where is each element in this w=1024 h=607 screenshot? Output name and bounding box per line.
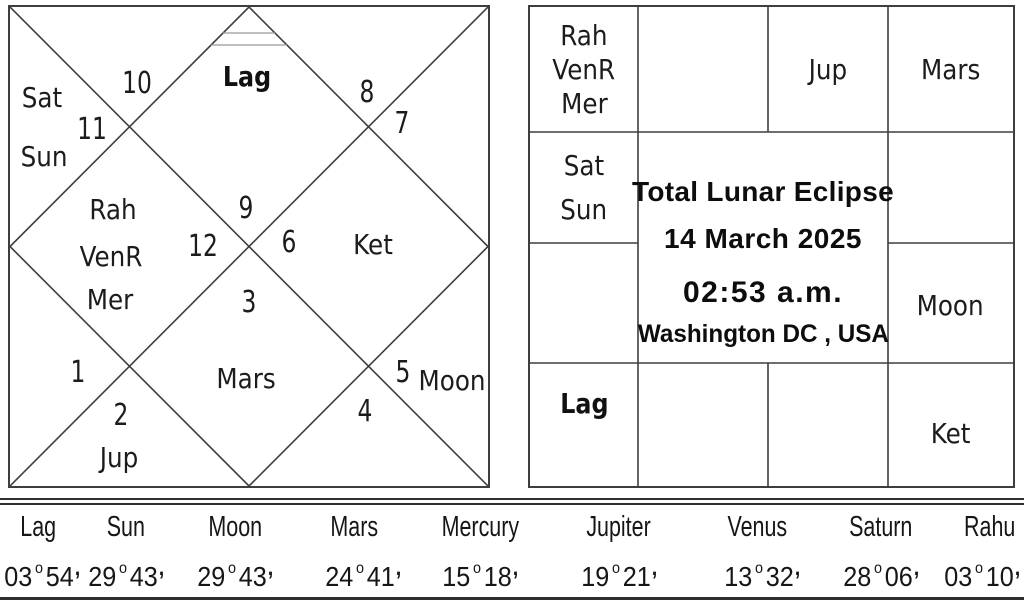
event-title: Total Lunar Eclipse	[632, 176, 894, 207]
planet-name: Jupiter	[586, 511, 652, 543]
sign-number-11: 11	[77, 112, 107, 147]
planet-name: Moon	[208, 511, 262, 543]
planet-jupiter: Jup	[808, 52, 848, 86]
degree-symbol: o	[355, 560, 364, 577]
minute-symbol: ,	[1014, 555, 1021, 580]
minute-symbol: ,	[913, 555, 919, 580]
sign-number-3: 3	[241, 285, 257, 320]
table-column-venus: Venus 13 o32,	[692, 510, 822, 592]
table-column-saturn: Saturn 28 o06,	[822, 510, 940, 592]
planet-sun: Sun	[560, 192, 608, 226]
minute-symbol: ,	[74, 555, 81, 580]
sign-number-6: 6	[281, 225, 297, 260]
minute-symbol: ,	[267, 555, 273, 580]
table-column-rahu: Rahu 03 o10,	[940, 510, 1024, 592]
planet-name: Saturn	[849, 511, 913, 543]
sign-number-10: 10	[122, 66, 152, 101]
south-indian-chart: Rah VenR Mer Jup Mars Sat Sun Moon Lag K…	[528, 5, 1015, 488]
sign-number-9: 9	[238, 191, 254, 226]
planet-name: Sun	[106, 511, 146, 543]
north-chart-lines	[10, 7, 488, 486]
event-date: 14 March 2025	[664, 223, 862, 254]
degree-symbol: o	[118, 560, 127, 577]
planet-saturn: Sat	[563, 148, 605, 182]
table-column-jupiter: Jupiter 19 o21,	[546, 510, 692, 592]
planet-longitude: 29 o43,	[76, 548, 176, 592]
minute-symbol: ,	[512, 555, 518, 580]
degree-symbol: o	[754, 560, 763, 577]
cell-jupiter: Jup	[768, 7, 888, 132]
planet-mars: Mars	[920, 52, 981, 86]
sign-number-12: 12	[188, 229, 218, 264]
table-bottom-rule	[0, 597, 1024, 600]
table-column-moon: Moon 29 o43,	[176, 510, 294, 592]
planet-longitude: 15 o18,	[414, 548, 546, 592]
cell-moon: Moon	[888, 243, 1013, 363]
planet-ketu: Ket	[353, 228, 393, 261]
planet-venus-retrograde: VenR	[79, 240, 143, 273]
degree-symbol: o	[611, 560, 620, 577]
planet-ketu: Ket	[930, 416, 971, 450]
degree-symbol: o	[227, 560, 236, 577]
planet-name: Lag	[20, 511, 56, 543]
planet-longitude: 03 o10,	[940, 548, 1024, 592]
degree-symbol: o	[472, 560, 481, 577]
planet-sun: Sun	[20, 140, 68, 173]
planet-rahu: Rah	[560, 18, 608, 52]
planet-moon: Moon	[418, 364, 486, 397]
planet-longitude: 29 o43,	[176, 548, 294, 592]
planet-mercury: Mer	[86, 283, 134, 316]
ascendant-label: Lag	[559, 387, 609, 420]
event-info-block: Total Lunar Eclipse 14 March 2025 02:53 …	[632, 132, 894, 363]
cell-ascendant: Lag	[530, 363, 638, 486]
planet-jupiter: Jup	[99, 441, 139, 474]
ascendant-label: Lag	[222, 60, 272, 93]
event-time: 02:53 a.m.	[682, 276, 844, 309]
planet-longitude: 28 o06,	[822, 548, 940, 592]
planet-longitude: 19 o21,	[546, 548, 692, 592]
planet-name: Mercury	[441, 511, 519, 543]
planet-saturn: Sat	[21, 81, 63, 114]
planet-venus-retrograde: VenR	[552, 52, 616, 86]
planet-mars: Mars	[216, 362, 276, 395]
minute-symbol: ,	[158, 555, 164, 580]
minute-symbol: ,	[395, 555, 401, 580]
degree-symbol: o	[35, 560, 44, 577]
sign-number-8: 8	[359, 75, 375, 110]
degree-symbol: o	[873, 560, 882, 577]
table-column-mercury: Mercury 15 o18,	[414, 510, 546, 592]
planet-longitude: 03 o54,	[0, 548, 80, 592]
table-top-rule	[0, 498, 1024, 505]
cell-rahu-venus-mercury: Rah VenR Mer	[530, 7, 638, 132]
table-column-lag: Lag 03 o54,	[0, 510, 80, 592]
table-column-sun: Sun 29 o43,	[76, 510, 176, 592]
planet-longitude: 13 o32,	[702, 548, 822, 592]
cell-ketu: Ket	[888, 363, 1013, 486]
cell-mars: Mars	[888, 7, 1013, 132]
table-column-mars: Mars 24 o41,	[294, 510, 414, 592]
planet-name: Venus	[727, 511, 787, 543]
minute-symbol: ,	[794, 555, 800, 580]
planet-name: Rahu	[963, 511, 1015, 543]
sign-number-2: 2	[113, 398, 129, 433]
sign-number-1: 1	[70, 355, 86, 390]
sign-number-4: 4	[357, 394, 373, 429]
planet-mercury: Mer	[560, 86, 608, 120]
event-location: Washington DC , USA	[637, 320, 889, 348]
sign-number-5: 5	[395, 355, 411, 390]
north-indian-chart: Lag 10 8 7 11 9 12 6 3 1 5 2 4 Sat Sun R…	[8, 5, 490, 488]
degree-symbol: o	[975, 560, 984, 577]
minute-symbol: ,	[651, 555, 657, 580]
cell-saturn-sun: Sat Sun	[530, 132, 638, 243]
planet-positions-table: Lag 03 o54, Sun 29 o43, Moon 29 o43, Mars 2…	[0, 510, 1024, 592]
planet-longitude: 24 o41,	[312, 548, 414, 592]
planet-moon: Moon	[916, 289, 985, 322]
planet-rahu: Rah	[89, 193, 137, 226]
planet-name: Mars	[330, 511, 378, 543]
sign-number-7: 7	[394, 106, 410, 141]
south-chart-lines	[530, 7, 1013, 486]
